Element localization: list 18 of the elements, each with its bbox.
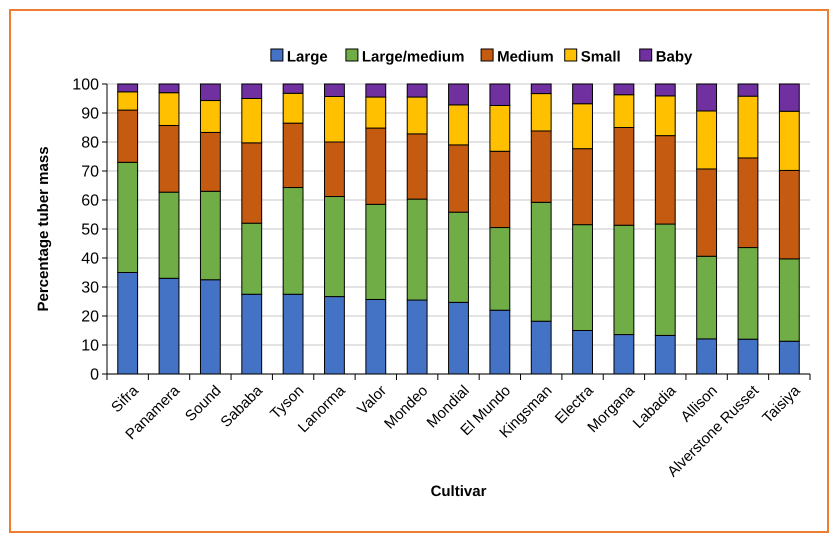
y-tick-label: 70 xyxy=(81,164,100,181)
y-tick-label: 80 xyxy=(81,134,100,152)
y-tick-label: 60 xyxy=(81,192,100,210)
legend-label: Medium xyxy=(497,48,554,66)
legend-label: Large/medium xyxy=(362,48,464,66)
y-tick-label: 90 xyxy=(81,106,100,123)
y-tick-label: 100 xyxy=(72,76,100,94)
y-tick-label: 50 xyxy=(81,222,100,239)
legend-label: Large xyxy=(286,48,328,66)
legend-label: Baby xyxy=(656,48,694,66)
y-tick-label: 30 xyxy=(81,280,100,297)
y-tick-label: 10 xyxy=(81,338,100,355)
y-tick-label: 0 xyxy=(90,366,100,384)
y-tick-label: 20 xyxy=(81,308,100,326)
y-tick-label: 40 xyxy=(81,250,100,268)
legend-label: Small xyxy=(580,48,621,66)
x-axis-title: Cultivar xyxy=(430,483,487,500)
y-axis-title: Percentage tuber mass xyxy=(35,146,52,312)
